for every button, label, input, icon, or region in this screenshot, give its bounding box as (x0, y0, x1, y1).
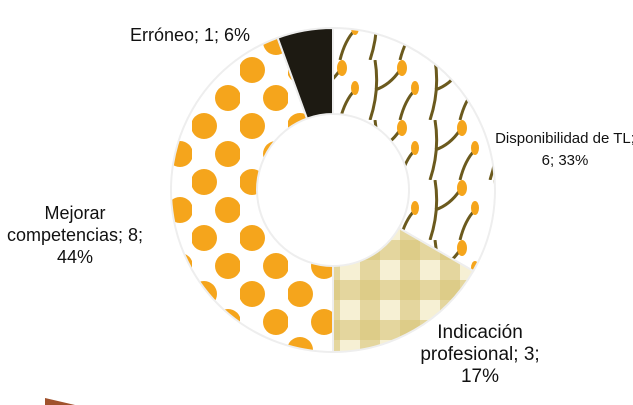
data-label: Mejorar competencias; 8; 44% (6, 203, 144, 267)
decoration (45, 398, 75, 405)
donut-slice (276, 26, 334, 120)
donut-slice (170, 36, 334, 354)
data-label: Erróneo; 1; 6% (129, 25, 251, 45)
data-label: Disponibilidad de TL; 6; 33% (495, 130, 633, 169)
donut-slice (332, 26, 496, 273)
data-label: Indicación profesional; 3; 17% (420, 322, 540, 387)
donut-slice (332, 226, 475, 354)
